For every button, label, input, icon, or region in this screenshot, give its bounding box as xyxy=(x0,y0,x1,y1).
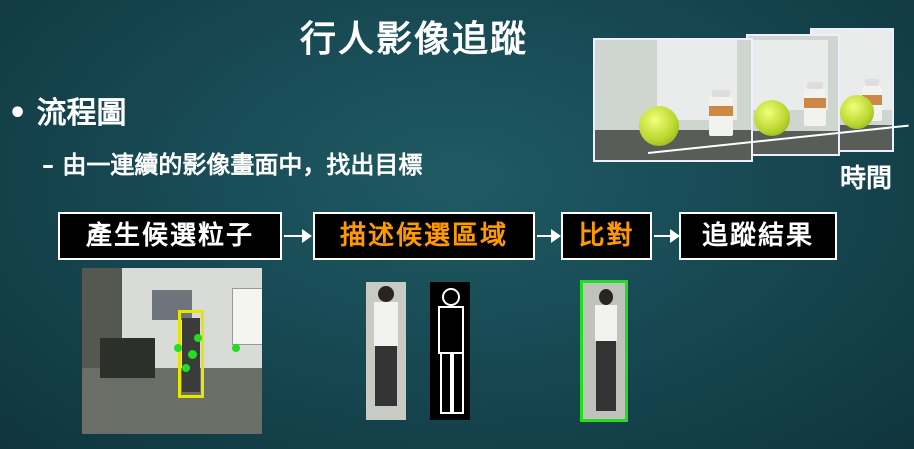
bullet-text: 流程圖 xyxy=(36,96,127,131)
sub-bullet-text: – 由一連續的影像畫面中，找出目標 xyxy=(42,151,423,179)
bullet-item: • 流程圖 xyxy=(8,88,126,132)
arrow-right-icon xyxy=(537,229,561,243)
bullet-dot-icon: • xyxy=(8,96,28,131)
slide-title: 行人影像追蹤 xyxy=(300,19,529,60)
arrow-right-icon xyxy=(284,229,312,243)
step-compare: 比對 xyxy=(561,212,652,260)
particle-scene-image xyxy=(82,268,262,434)
matched-result-image xyxy=(580,280,628,422)
video-frame-1 xyxy=(593,38,753,162)
candidate-edge-image xyxy=(430,282,470,420)
step-tracking-result: 追蹤結果 xyxy=(679,212,837,260)
time-label: 時間 xyxy=(840,164,893,194)
arrow-right-icon xyxy=(654,229,680,243)
step-describe-regions: 描述候選區域 xyxy=(313,212,535,260)
candidate-color-image xyxy=(366,282,406,420)
step-generate-particles: 產生候選粒子 xyxy=(58,212,282,260)
